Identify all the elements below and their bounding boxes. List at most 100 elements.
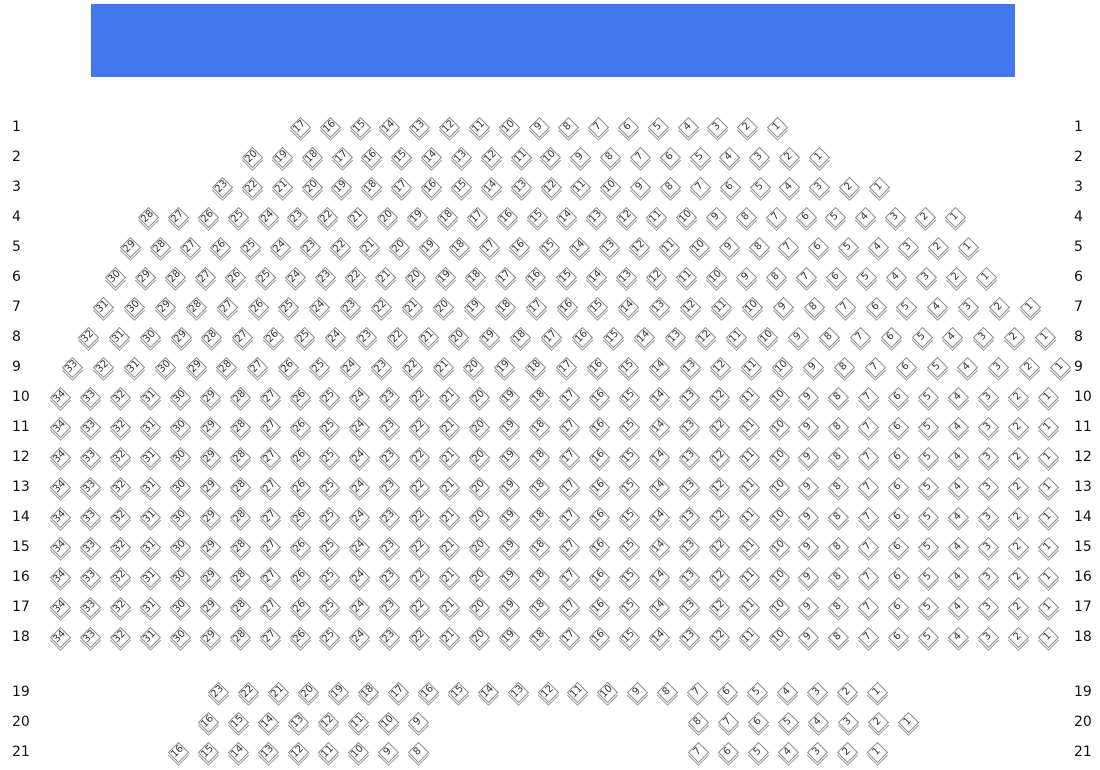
seat[interactable]: 14 bbox=[420, 146, 443, 169]
seat[interactable]: 7 bbox=[795, 266, 817, 289]
seat[interactable]: 14 bbox=[648, 566, 670, 589]
seat[interactable]: 12 bbox=[679, 296, 702, 319]
seat[interactable]: 10 bbox=[768, 386, 790, 409]
seat[interactable]: 3 bbox=[977, 566, 1000, 589]
seat[interactable]: 8 bbox=[827, 536, 850, 559]
seat[interactable]: 27 bbox=[259, 566, 281, 589]
seat[interactable]: 18 bbox=[524, 356, 547, 379]
seat[interactable]: 15 bbox=[538, 236, 561, 259]
seat[interactable]: 4 bbox=[947, 476, 970, 499]
seat[interactable]: 21 bbox=[267, 681, 290, 704]
seat[interactable]: 12 bbox=[694, 326, 717, 349]
seat[interactable]: 3 bbox=[897, 236, 920, 259]
seat[interactable]: 18 bbox=[528, 536, 551, 559]
seat[interactable]: 10 bbox=[768, 416, 790, 439]
seat[interactable]: 26 bbox=[289, 596, 311, 619]
seat[interactable]: 16 bbox=[197, 711, 220, 734]
seat[interactable]: 4 bbox=[956, 356, 979, 379]
seat[interactable]: 11 bbox=[738, 476, 760, 499]
seat[interactable]: 29 bbox=[170, 326, 192, 349]
seat[interactable]: 27 bbox=[259, 476, 281, 499]
seat[interactable]: 14 bbox=[257, 711, 280, 734]
seat[interactable]: 17 bbox=[558, 446, 581, 469]
seat[interactable]: 31 bbox=[108, 326, 130, 349]
seat[interactable]: 7 bbox=[777, 236, 800, 259]
seat[interactable]: 25 bbox=[318, 626, 341, 649]
seat[interactable]: 16 bbox=[556, 296, 578, 319]
seat[interactable]: 4 bbox=[947, 416, 970, 439]
seat[interactable]: 23 bbox=[207, 681, 230, 704]
seat[interactable]: 24 bbox=[348, 416, 371, 439]
seat[interactable]: 34 bbox=[49, 566, 72, 589]
seat[interactable]: 16 bbox=[360, 146, 383, 169]
seat[interactable]: 1 bbox=[866, 681, 889, 704]
seat[interactable]: 24 bbox=[348, 536, 371, 559]
seat[interactable]: 4 bbox=[854, 206, 877, 229]
seat[interactable]: 2 bbox=[927, 236, 950, 259]
seat[interactable]: 27 bbox=[259, 626, 281, 649]
seat[interactable]: 4 bbox=[777, 741, 799, 764]
seat[interactable]: 22 bbox=[370, 296, 393, 319]
seat[interactable]: 17 bbox=[478, 236, 501, 259]
seat[interactable]: 28 bbox=[215, 356, 238, 379]
seat[interactable]: 6 bbox=[795, 206, 817, 229]
seat[interactable]: 30 bbox=[104, 266, 127, 289]
seat[interactable]: 25 bbox=[318, 446, 341, 469]
seat[interactable]: 15 bbox=[447, 681, 469, 704]
seat[interactable]: 23 bbox=[378, 596, 401, 619]
seat[interactable]: 13 bbox=[678, 476, 700, 499]
seat[interactable]: 34 bbox=[49, 506, 72, 529]
seat[interactable]: 26 bbox=[289, 626, 311, 649]
seat[interactable]: 23 bbox=[378, 446, 401, 469]
seat[interactable]: 23 bbox=[378, 536, 401, 559]
seat[interactable]: 25 bbox=[239, 236, 261, 259]
seat[interactable]: 9 bbox=[797, 416, 820, 439]
seat[interactable]: 24 bbox=[308, 296, 331, 319]
seat[interactable]: 18 bbox=[360, 176, 383, 199]
seat[interactable]: 16 bbox=[588, 446, 611, 469]
seat[interactable]: 20 bbox=[447, 326, 470, 349]
seat[interactable]: 13 bbox=[679, 356, 701, 379]
seat[interactable]: 5 bbox=[749, 176, 771, 199]
seat[interactable]: 7 bbox=[864, 356, 886, 379]
seat[interactable]: 2 bbox=[1018, 356, 1041, 379]
seat[interactable]: 18 bbox=[528, 416, 551, 439]
seat[interactable]: 5 bbox=[746, 681, 769, 704]
seat[interactable]: 19 bbox=[271, 146, 293, 169]
seat[interactable]: 26 bbox=[289, 566, 311, 589]
seat[interactable]: 10 bbox=[741, 296, 763, 319]
seat[interactable]: 15 bbox=[618, 536, 640, 559]
seat[interactable]: 27 bbox=[259, 386, 281, 409]
seat[interactable]: 32 bbox=[109, 386, 131, 409]
seat[interactable]: 21 bbox=[358, 236, 381, 259]
seat[interactable]: 7 bbox=[857, 506, 880, 529]
seat[interactable]: 10 bbox=[599, 176, 622, 199]
seat[interactable]: 1 bbox=[866, 741, 889, 764]
seat[interactable]: 3 bbox=[837, 711, 860, 734]
seat[interactable]: 27 bbox=[216, 296, 238, 319]
seat[interactable]: 19 bbox=[498, 476, 521, 499]
seat[interactable]: 9 bbox=[797, 506, 820, 529]
seat[interactable]: 8 bbox=[803, 296, 825, 319]
seat[interactable]: 23 bbox=[378, 476, 401, 499]
seat[interactable]: 12 bbox=[480, 146, 502, 169]
seat[interactable]: 25 bbox=[318, 386, 341, 409]
seat[interactable]: 11 bbox=[510, 146, 532, 169]
seat[interactable]: 23 bbox=[286, 206, 309, 229]
seat[interactable]: 18 bbox=[436, 206, 458, 229]
seat[interactable]: 15 bbox=[390, 146, 413, 169]
seat[interactable]: 17 bbox=[525, 296, 547, 319]
seat[interactable]: 6 bbox=[887, 566, 910, 589]
seat[interactable]: 14 bbox=[480, 176, 502, 199]
seat[interactable]: 24 bbox=[339, 356, 361, 379]
seat[interactable]: 10 bbox=[768, 536, 790, 559]
seat[interactable]: 5 bbox=[917, 476, 940, 499]
seat[interactable]: 15 bbox=[227, 711, 250, 734]
seat[interactable]: 23 bbox=[299, 236, 321, 259]
seat[interactable]: 20 bbox=[376, 206, 399, 229]
seat[interactable]: 25 bbox=[318, 566, 341, 589]
seat[interactable]: 30 bbox=[169, 476, 191, 499]
seat[interactable]: 11 bbox=[675, 266, 697, 289]
seat[interactable]: 8 bbox=[827, 596, 850, 619]
seat[interactable]: 29 bbox=[119, 236, 142, 259]
